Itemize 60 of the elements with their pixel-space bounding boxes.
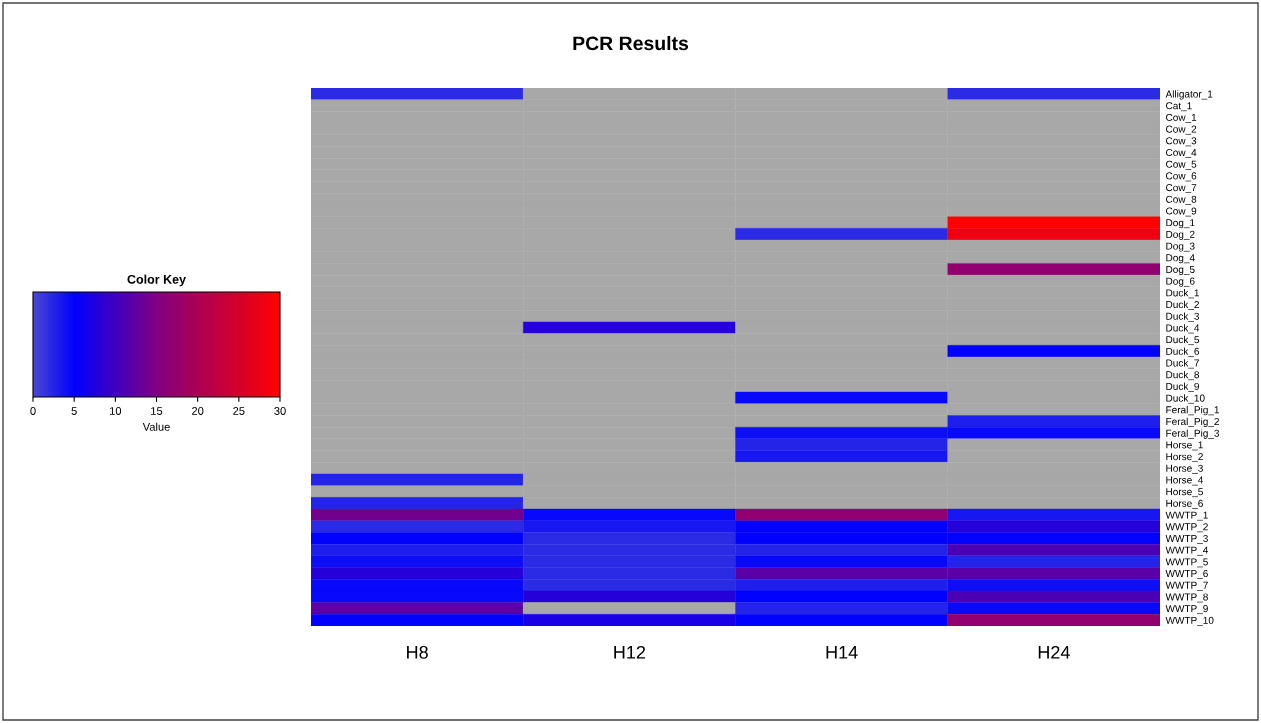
y-tick-label: Cow_8 xyxy=(1166,195,1197,205)
y-tick-label: Horse_2 xyxy=(1166,453,1203,463)
y-tick-label: Duck_10 xyxy=(1166,394,1205,404)
y-tick-label: Horse_6 xyxy=(1166,499,1203,509)
y-tick-label: Feral_Pig_2 xyxy=(1166,417,1219,428)
x-tick-label: H8 xyxy=(407,645,428,659)
color-bar-label: 30 xyxy=(274,407,286,415)
y-tick-label: Feral_Pig_3 xyxy=(1166,429,1220,439)
y-tick-label: Dog_4 xyxy=(1166,254,1195,264)
y-tick-label: Horse_1 xyxy=(1166,441,1203,451)
y-tick-label: Duck_9 xyxy=(1166,382,1199,392)
y-tick-label: Dog_3 xyxy=(1166,242,1195,252)
y-tick-label: Duck_4 xyxy=(1166,324,1200,334)
color-bar-label: 0 xyxy=(30,407,36,415)
x-tick-label: H12 xyxy=(614,645,646,659)
y-tick-label: Horse_3 xyxy=(1166,464,1203,474)
y-tick-label: Duck_7 xyxy=(1166,359,1199,369)
color-bar-label: 25 xyxy=(233,407,245,415)
y-tick-label: Dog_2 xyxy=(1166,230,1195,240)
y-tick-label: Cow_4 xyxy=(1166,148,1197,158)
color-bar-label: 15 xyxy=(151,407,163,415)
y-tick-label: Cow_6 xyxy=(1166,172,1197,182)
color-bar-label: 10 xyxy=(110,407,122,415)
legend-title: Color Key xyxy=(127,274,186,287)
y-tick-label: Cow_1 xyxy=(1166,113,1197,123)
y-tick-label: WWTP_6 xyxy=(1165,570,1208,579)
y-tick-label: Cat_1 xyxy=(1166,102,1192,112)
y-tick-label: Cow_9 xyxy=(1166,207,1197,217)
y-tick-label: WWTP_4 xyxy=(1165,546,1209,556)
color-bar-label: 5 xyxy=(71,407,77,415)
y-tick-label: Dog_6 xyxy=(1166,277,1195,287)
y-tick-label: Cow_2 xyxy=(1166,125,1197,135)
y-tick-label: Horse_4 xyxy=(1166,476,1204,486)
y-tick-label: WWTP_10 xyxy=(1165,616,1214,626)
x-tick-label: H14 xyxy=(826,646,858,659)
y-tick-label: Duck_3 xyxy=(1166,312,1200,322)
y-tick-label: WWTP_2 xyxy=(1165,523,1208,533)
y-tick-label: Feral_Pig_1 xyxy=(1166,406,1219,416)
color-bar-label: 20 xyxy=(192,407,204,415)
y-tick-label: Duck_2 xyxy=(1166,300,1199,310)
y-tick-label: Alligator_1 xyxy=(1165,90,1213,100)
x-tick-label: H24 xyxy=(1038,645,1070,659)
chart-title: PCR Results xyxy=(573,35,689,51)
y-tick-label: Cow_5 xyxy=(1166,160,1197,170)
y-tick-label: Cow_7 xyxy=(1166,184,1197,194)
y-tick-label: WWTP_5 xyxy=(1165,558,1208,568)
y-tick-label: Cow_3 xyxy=(1166,137,1197,147)
y-tick-label: WWTP_9 xyxy=(1165,605,1208,615)
y-tick-label: WWTP_3 xyxy=(1165,534,1208,544)
y-tick-label: Duck_6 xyxy=(1166,347,1200,357)
y-tick-label: Dog_5 xyxy=(1166,266,1195,275)
y-tick-label: Dog_1 xyxy=(1166,219,1195,229)
y-tick-label: Duck_1 xyxy=(1166,289,1199,299)
y-tick-label: WWTP_1 xyxy=(1165,511,1208,521)
color-bar-title: Value xyxy=(142,422,170,431)
y-tick-label: Duck_8 xyxy=(1166,370,1200,381)
y-tick-label: Duck_5 xyxy=(1166,335,1200,346)
y-tick-label: WWTP_7 xyxy=(1165,581,1208,591)
y-tick-label: Horse_5 xyxy=(1166,488,1203,498)
y-tick-label: WWTP_8 xyxy=(1165,593,1208,603)
